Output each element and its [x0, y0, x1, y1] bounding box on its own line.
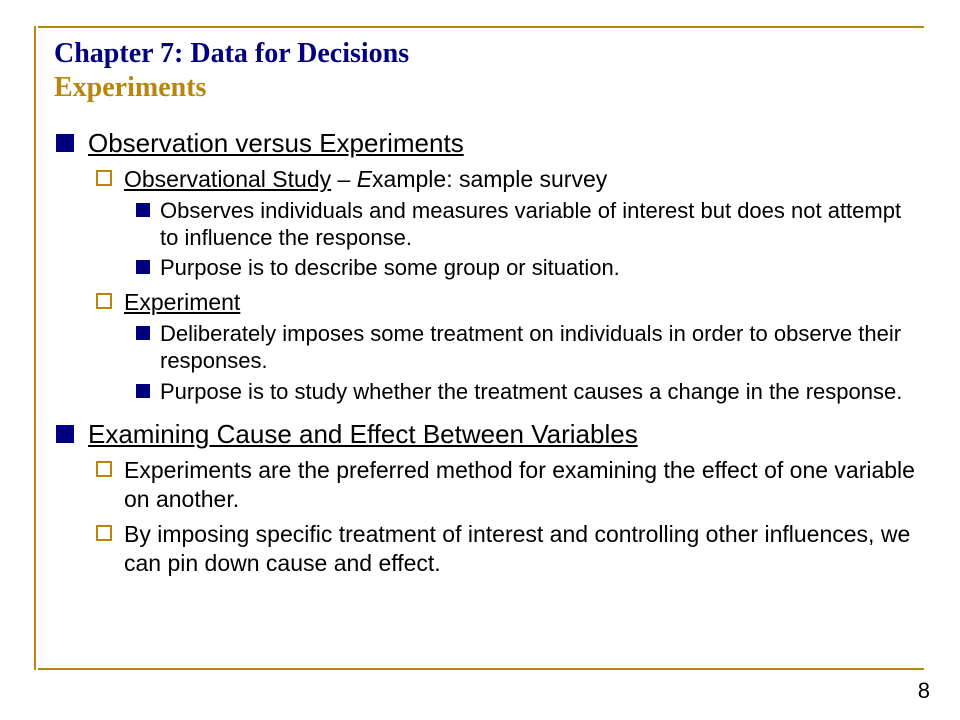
slide: Chapter 7: Data for Decisions Experiment…	[0, 0, 960, 720]
subitem-text: Observational Study – Example: sample su…	[124, 165, 607, 194]
point-text: Deliberately imposes some treatment on i…	[160, 321, 920, 375]
point: Observes individuals and measures variab…	[136, 198, 920, 252]
bullet-square-hollow-icon	[96, 170, 112, 186]
title-block: Chapter 7: Data for Decisions Experiment…	[54, 38, 924, 104]
bullet-square-small-icon	[136, 203, 150, 217]
subitem: Experiments are the preferred method for…	[96, 456, 920, 514]
subitem: Observational Study – Example: sample su…	[96, 165, 920, 194]
heading-text: Examining Cause and Effect Between Varia…	[88, 419, 638, 450]
subitem-text: Experiments are the preferred method for…	[124, 456, 920, 514]
bullet-square-filled-icon	[56, 134, 74, 152]
bullet-square-hollow-icon	[96, 293, 112, 309]
section-heading: Observation versus Experiments	[56, 128, 920, 159]
bullet-square-hollow-icon	[96, 525, 112, 541]
divider-bottom	[38, 668, 924, 670]
bullet-square-hollow-icon	[96, 461, 112, 477]
point-text: Observes individuals and measures variab…	[160, 198, 920, 252]
subitem-text: Experiment	[124, 288, 240, 317]
subitem: Experiment	[96, 288, 920, 317]
heading-text: Observation versus Experiments	[88, 128, 464, 159]
point-text: Purpose is to study whether the treatmen…	[160, 379, 902, 406]
divider-left	[34, 26, 36, 670]
point-text: Purpose is to describe some group or sit…	[160, 255, 620, 282]
bullet-square-small-icon	[136, 260, 150, 274]
bullet-square-small-icon	[136, 326, 150, 340]
chapter-title: Chapter 7: Data for Decisions	[54, 38, 924, 70]
point: Purpose is to study whether the treatmen…	[136, 379, 920, 406]
bullet-square-filled-icon	[56, 425, 74, 443]
subitem: By imposing specific treatment of intere…	[96, 520, 920, 578]
section-heading: Examining Cause and Effect Between Varia…	[56, 419, 920, 450]
subitem-text: By imposing specific treatment of intere…	[124, 520, 920, 578]
content: Observation versus Experiments Observati…	[56, 128, 920, 579]
bullet-square-small-icon	[136, 384, 150, 398]
page-number: 8	[918, 678, 930, 704]
chapter-subtitle: Experiments	[54, 72, 924, 104]
point: Deliberately imposes some treatment on i…	[136, 321, 920, 375]
point: Purpose is to describe some group or sit…	[136, 255, 920, 282]
divider-top	[38, 26, 924, 28]
